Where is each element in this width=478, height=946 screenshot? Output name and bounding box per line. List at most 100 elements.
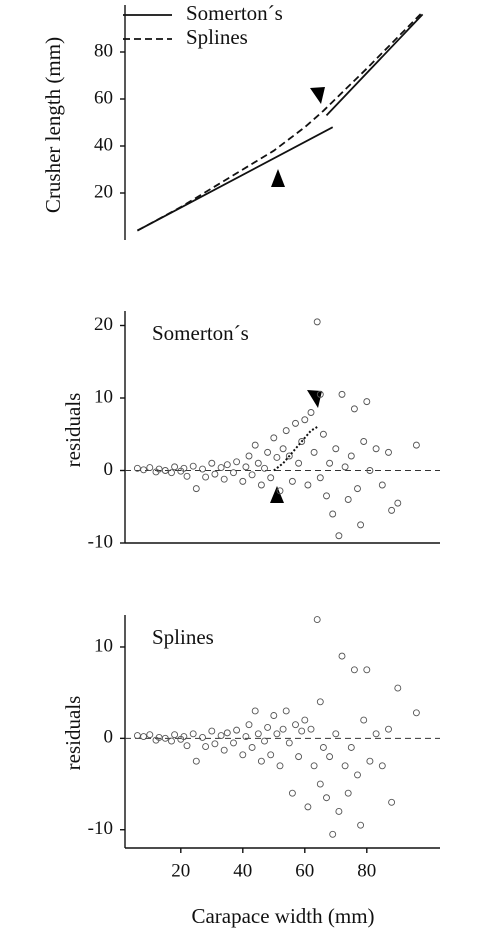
data-point xyxy=(251,441,259,449)
data-point xyxy=(295,753,303,761)
data-point xyxy=(298,438,306,445)
y-axis-label: Crusher length (mm) xyxy=(41,37,65,213)
data-point xyxy=(347,452,355,460)
data-point xyxy=(378,481,386,489)
y-tick-label: 20 xyxy=(94,181,113,202)
data-point xyxy=(366,757,374,765)
data-point xyxy=(161,467,169,474)
data-point xyxy=(357,821,365,829)
data-point xyxy=(335,808,343,815)
data-point xyxy=(279,725,287,733)
arrowhead xyxy=(271,169,285,187)
data-point xyxy=(248,744,256,751)
data-point xyxy=(279,445,287,453)
data-point xyxy=(335,532,343,540)
data-point xyxy=(261,464,268,472)
data-point xyxy=(189,730,197,738)
data-point xyxy=(388,798,396,806)
data-point xyxy=(304,481,312,489)
data-point xyxy=(267,751,275,759)
data-point xyxy=(251,707,259,715)
y-tick-label: 10 xyxy=(94,635,113,656)
arrowhead xyxy=(270,486,284,503)
data-point xyxy=(171,463,179,471)
data-point xyxy=(326,753,334,761)
data-point xyxy=(192,485,200,493)
data-point xyxy=(211,740,219,748)
arrowhead xyxy=(310,87,325,104)
data-point xyxy=(183,742,191,750)
data-point xyxy=(254,459,262,467)
data-point xyxy=(248,471,256,479)
x-axis-label: Carapace width (mm) xyxy=(191,904,374,928)
data-point xyxy=(329,830,337,838)
data-point xyxy=(180,464,188,472)
data-point xyxy=(288,477,296,485)
data-point xyxy=(354,771,361,779)
data-point xyxy=(323,794,330,802)
data-point xyxy=(385,725,392,733)
panel-title: Splines xyxy=(152,625,214,649)
data-point xyxy=(360,438,368,445)
data-point xyxy=(199,465,206,473)
data-point xyxy=(270,712,278,719)
data-point xyxy=(310,448,318,456)
data-point xyxy=(295,459,303,467)
data-point xyxy=(332,730,340,738)
panel-title: Somerton´s xyxy=(152,321,249,345)
data-point xyxy=(301,716,309,724)
data-point xyxy=(316,390,324,398)
x-tick-label: 80 xyxy=(357,860,376,881)
data-point xyxy=(388,506,396,514)
data-point xyxy=(273,730,281,738)
data-point xyxy=(261,737,268,745)
data-point xyxy=(180,733,188,740)
x-tick-label: 20 xyxy=(171,860,190,881)
y-tick-label: 80 xyxy=(94,40,113,61)
y-tick-label: 0 xyxy=(104,459,114,480)
x-tick-label: 60 xyxy=(295,860,314,881)
data-point xyxy=(360,716,368,724)
data-point xyxy=(171,731,179,739)
data-point xyxy=(285,452,293,460)
data-point xyxy=(245,452,253,460)
data-point xyxy=(354,485,361,493)
data-point xyxy=(223,729,231,737)
series-line xyxy=(136,11,424,232)
data-point xyxy=(242,463,250,471)
y-tick-label: -10 xyxy=(88,818,113,839)
data-point xyxy=(230,469,237,477)
data-point xyxy=(363,398,371,406)
y-tick-label: 0 xyxy=(104,727,114,748)
data-point xyxy=(276,762,284,770)
data-point xyxy=(146,731,154,739)
data-point xyxy=(257,481,265,489)
series-line xyxy=(136,13,424,232)
data-point xyxy=(344,496,352,503)
data-point xyxy=(313,616,321,624)
data-point xyxy=(338,652,346,660)
data-point xyxy=(242,733,250,740)
data-point xyxy=(319,744,327,751)
data-point xyxy=(329,510,337,518)
data-point xyxy=(245,721,253,729)
data-point xyxy=(341,463,349,471)
data-point xyxy=(366,467,374,474)
data-point xyxy=(264,723,272,731)
data-point xyxy=(412,709,420,717)
data-point xyxy=(257,757,265,765)
x-tick-label: 40 xyxy=(233,860,252,881)
y-axis-label: residuals xyxy=(61,696,85,771)
data-point xyxy=(168,737,175,745)
y-tick-label: 60 xyxy=(94,87,113,108)
data-point xyxy=(282,427,290,435)
data-point xyxy=(199,733,206,741)
data-point xyxy=(155,465,163,473)
data-point xyxy=(217,732,225,740)
data-point xyxy=(133,732,141,740)
data-point xyxy=(217,464,225,472)
data-point xyxy=(341,762,349,770)
data-point xyxy=(233,726,241,734)
